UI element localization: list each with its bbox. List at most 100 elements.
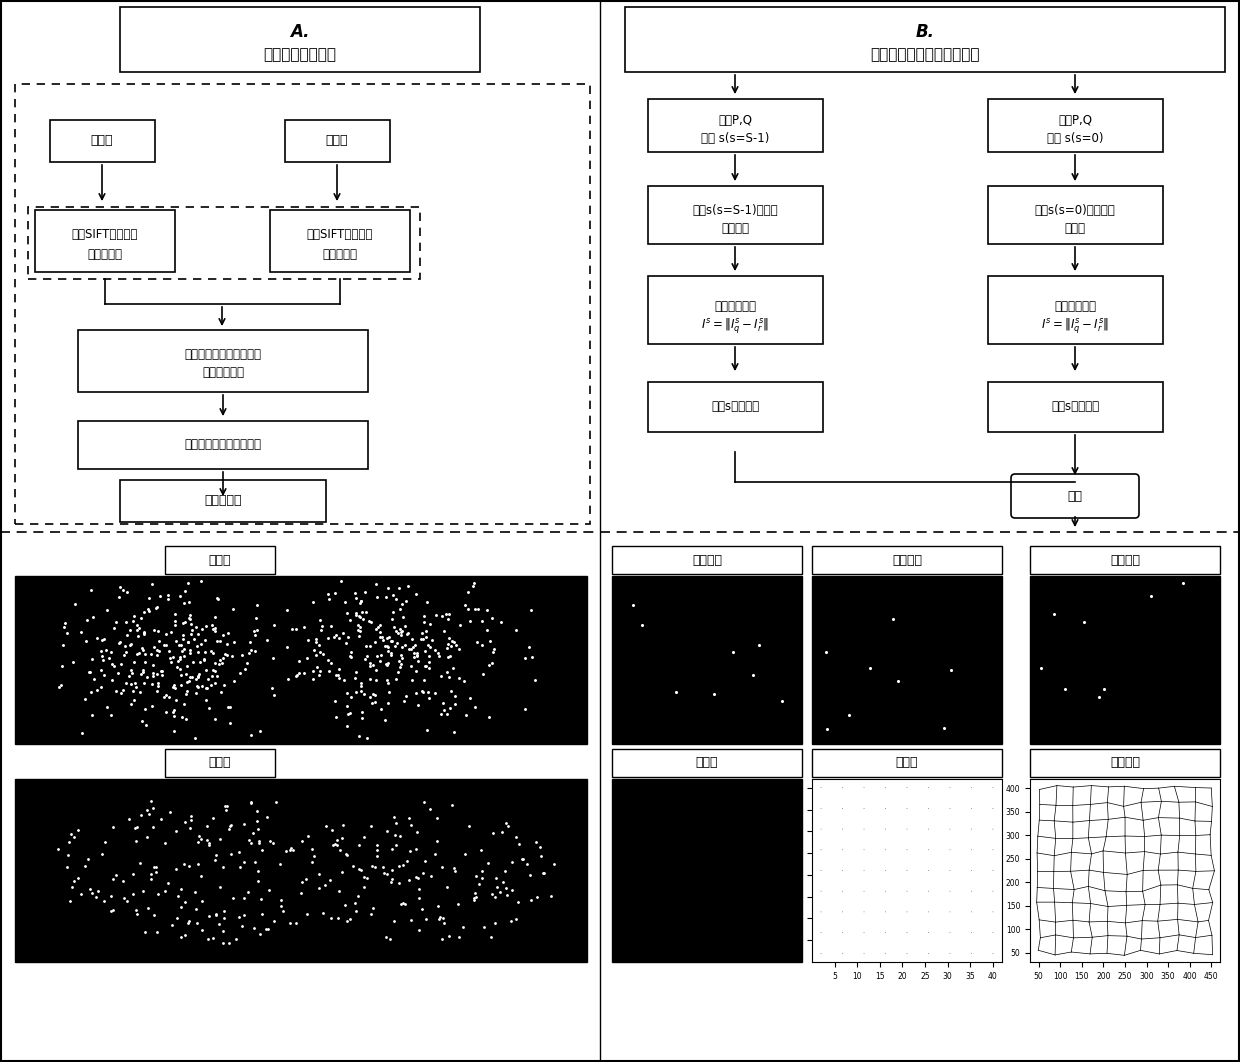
Point: [459, 583, 479, 600]
Point: [162, 917, 182, 933]
Point: [192, 678, 212, 695]
Point: [180, 641, 200, 658]
Point: [357, 869, 377, 886]
Point: [449, 669, 469, 686]
Point: [109, 588, 129, 605]
Point: [299, 632, 319, 649]
Point: [332, 817, 352, 834]
Point: [541, 888, 560, 905]
Point: [405, 636, 425, 653]
Point: [410, 631, 430, 648]
Point: [348, 860, 368, 877]
Point: [339, 705, 358, 722]
Text: 标记P,Q: 标记P,Q: [718, 114, 751, 126]
Point: [386, 815, 405, 832]
Point: [281, 840, 301, 857]
Point: [309, 667, 329, 684]
Bar: [1030, 546, 1220, 573]
Point: [326, 709, 346, 726]
Point: [139, 589, 159, 606]
Point: [430, 908, 450, 925]
Point: [340, 910, 360, 927]
Point: [51, 676, 71, 693]
Bar: [812, 576, 1002, 744]
Bar: [285, 120, 391, 162]
Point: [186, 670, 206, 687]
Point: [149, 643, 169, 660]
Point: [215, 902, 234, 919]
Point: [376, 929, 396, 946]
Point: [64, 872, 84, 889]
Point: [164, 704, 184, 721]
Point: [215, 798, 234, 815]
Point: [393, 856, 413, 873]
Point: [427, 833, 446, 850]
Bar: [120, 480, 326, 523]
Point: [469, 875, 489, 892]
Point: [122, 665, 141, 682]
Point: [515, 649, 534, 666]
Bar: [988, 382, 1163, 432]
Point: [175, 594, 195, 611]
Point: [229, 664, 249, 681]
Point: [405, 585, 425, 602]
Point: [133, 639, 153, 656]
Point: [186, 730, 206, 747]
Point: [336, 635, 356, 652]
Point: [58, 846, 78, 863]
Point: [384, 808, 404, 825]
Point: [337, 629, 357, 646]
Point: [479, 656, 498, 673]
Point: [103, 870, 123, 887]
Point: [148, 678, 167, 695]
Point: [1044, 605, 1064, 622]
Point: [477, 601, 497, 618]
Point: [382, 632, 402, 649]
Point: [377, 637, 397, 654]
Point: [330, 661, 350, 678]
Point: [455, 845, 475, 862]
Point: [413, 631, 433, 648]
Point: [286, 621, 306, 638]
Point: [353, 611, 373, 628]
Point: [134, 604, 154, 621]
Point: [361, 637, 381, 654]
Point: [247, 621, 267, 638]
Point: [196, 680, 216, 697]
Point: [460, 613, 480, 630]
Point: [234, 816, 254, 833]
Point: [221, 817, 241, 834]
Point: [125, 678, 145, 695]
Point: [122, 696, 141, 713]
Point: [341, 644, 361, 661]
Point: [117, 584, 136, 601]
Point: [238, 832, 258, 849]
Point: [186, 901, 206, 918]
Point: [232, 647, 252, 664]
Point: [130, 684, 150, 701]
Point: [360, 670, 379, 687]
Point: [817, 720, 837, 737]
Text: $I^s=\|I^s_q - I^s_r\|$: $I^s=\|I^s_q - I^s_r\|$: [1042, 316, 1109, 336]
Point: [371, 647, 391, 664]
Point: [373, 858, 393, 875]
Point: [207, 907, 227, 924]
Point: [270, 897, 290, 914]
Point: [370, 623, 389, 640]
Text: 尺度s(s=S-1)，求解: 尺度s(s=S-1)，求解: [692, 204, 777, 217]
Point: [436, 664, 456, 681]
Point: [415, 657, 435, 674]
Point: [463, 577, 482, 594]
Bar: [1030, 576, 1220, 744]
Point: [247, 597, 267, 614]
Point: [258, 808, 278, 825]
Point: [263, 835, 283, 852]
Point: [350, 618, 370, 635]
Point: [91, 643, 110, 660]
Point: [429, 648, 449, 665]
Point: [144, 819, 164, 836]
Point: [286, 914, 306, 931]
Point: [103, 818, 123, 835]
Point: [122, 662, 141, 679]
Point: [124, 653, 144, 670]
